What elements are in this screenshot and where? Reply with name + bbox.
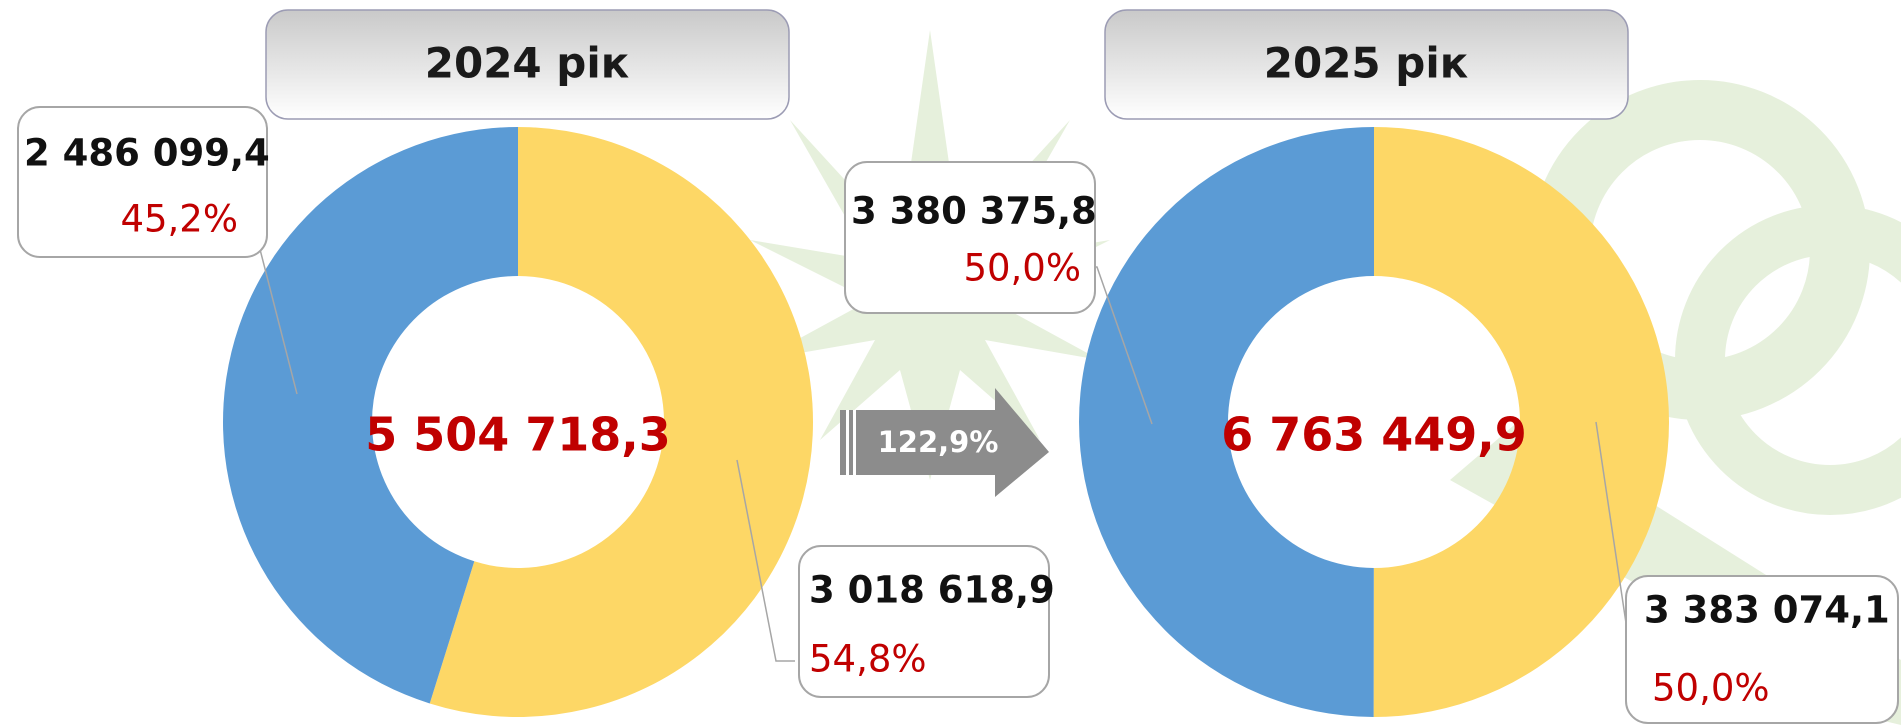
chart-title: 2024 рік — [425, 39, 629, 88]
label-box — [17, 106, 268, 258]
growth-arrow: 122,9% — [840, 388, 1049, 497]
value-label: 2 486 099,4 — [24, 132, 270, 175]
label-box — [798, 545, 1050, 698]
donut-slice — [1373, 127, 1670, 717]
chart-title: 2025 рік — [1264, 39, 1468, 88]
label-box — [844, 161, 1096, 314]
value-label: 3 018 618,9 — [809, 569, 1055, 612]
title-box: 2025 рік — [1104, 9, 1629, 120]
title-box: 2024 рік — [265, 9, 790, 120]
value-label: 3 383 074,1 — [1644, 589, 1890, 632]
percent-label: 50,0% — [1652, 667, 1770, 710]
donut-slice — [1079, 127, 1374, 717]
percent-label: 45,2% — [120, 198, 238, 241]
donut-slice — [223, 127, 518, 704]
label-box — [1625, 575, 1899, 724]
total-label: 5 504 718,3 — [365, 408, 671, 462]
value-label: 3 380 375,8 — [851, 190, 1097, 233]
percent-label: 50,0% — [963, 247, 1081, 290]
growth-label: 122,9% — [878, 425, 999, 459]
donut-slice — [429, 127, 814, 717]
percent-label: 54,8% — [809, 638, 927, 681]
leader-line — [736, 459, 795, 662]
total-label: 6 763 449,9 — [1221, 408, 1527, 462]
